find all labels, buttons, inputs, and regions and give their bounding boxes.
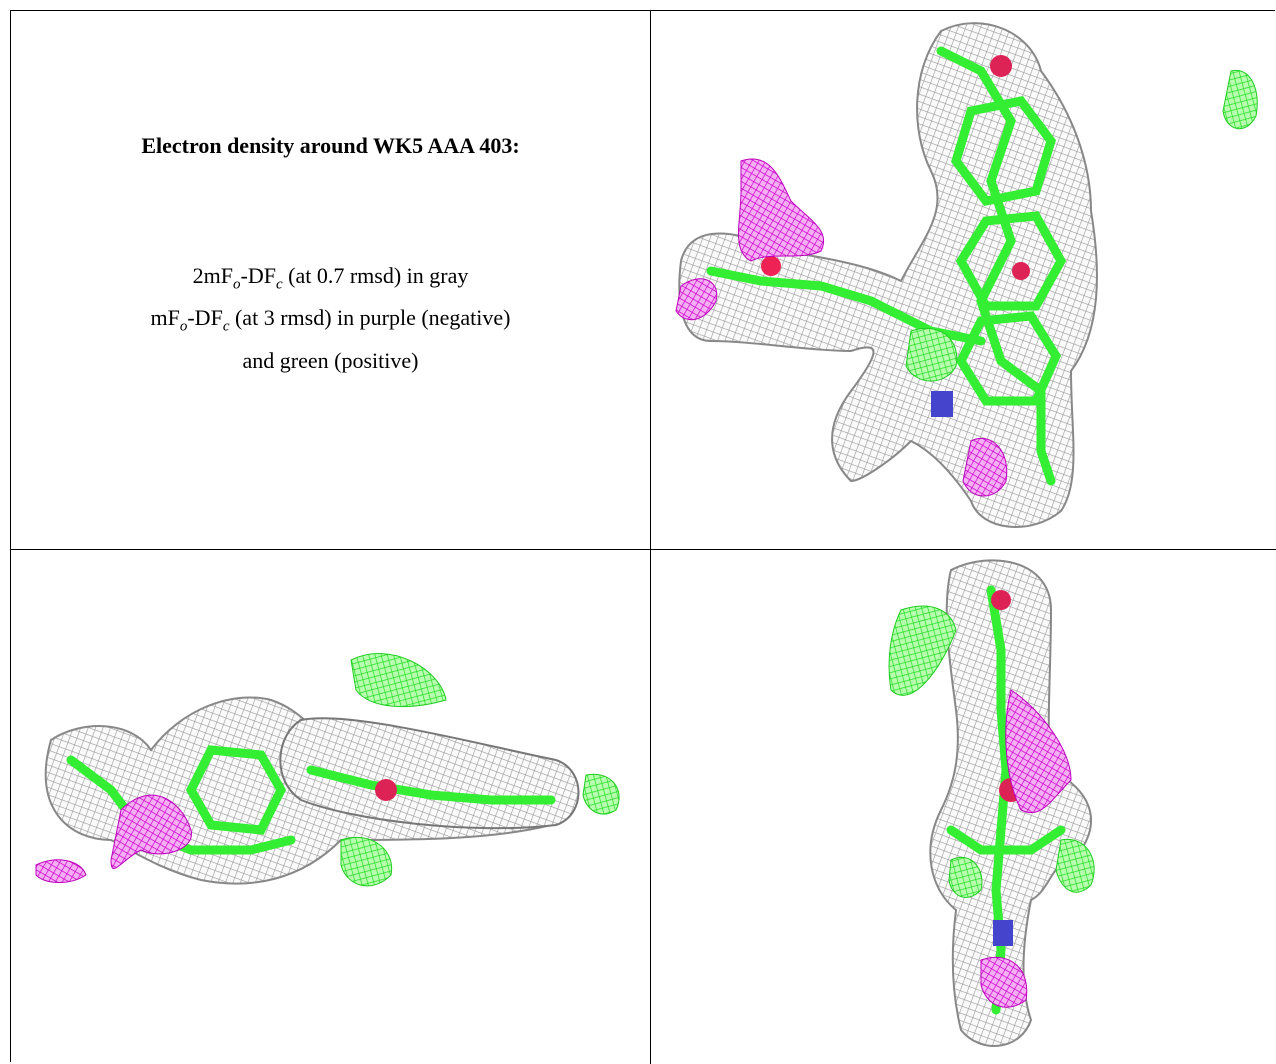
negative-density [980,956,1028,1008]
caption-text: mF [150,305,180,331]
oxygen [990,55,1012,77]
positive-density [888,605,957,696]
subscript: c [222,318,230,335]
oxygen [375,779,397,801]
caption-title: Electron density around WK5 AAA 403: [141,133,520,158]
ring [951,96,1056,206]
oxygen [761,256,781,276]
table-border [10,10,1275,1062]
positive-density [1222,69,1258,129]
caption-text: (at 0.7 rmsd) in gray [282,263,469,288]
negative-density [1005,689,1072,814]
oxygen [991,590,1011,610]
positive-density [350,653,447,707]
density-image-right [888,559,1095,1047]
caption-text: 2mF [192,263,233,288]
caption-text: and green (positive) [242,347,419,373]
caption-cell: Electron density around WK5 AAA 403: 2mF… [11,11,650,549]
positive-density [582,773,620,815]
density-image-top [675,22,1258,528]
subscript: c [275,276,283,293]
subscript: o [179,318,188,335]
caption-line: mFo-DFc (at 3 rmsd) in purple (negative) [11,301,650,343]
negative-density [35,859,87,883]
table-divider [10,549,1276,550]
positive-density [948,856,983,898]
caption-text: (at 3 rmsd) in purple (negative) [229,305,511,331]
nitrogen [993,920,1013,946]
gray-density [929,559,1092,1047]
ring [185,745,287,835]
ring [955,211,1067,311]
caption-text: -DF [187,305,223,331]
negative-density [110,794,192,870]
bond [306,765,556,805]
caption-line: and green (positive) [11,344,650,378]
caption-text: -DF [240,263,276,288]
caption-lines: 2mFo-DFc (at 0.7 rmsd) in gray mFo-DFc (a… [11,259,650,378]
ring [955,311,1062,406]
oxygen [1012,262,1030,280]
negative-density [675,278,718,321]
negative-density [738,158,825,262]
positive-density [1055,838,1095,893]
density-image-left [35,653,620,887]
positive-density [340,836,393,887]
bond [936,46,1056,486]
positive-density [905,327,958,382]
table-divider [650,10,651,1064]
bond [946,825,1066,855]
subscript: o [233,276,241,293]
caption-line: 2mFo-DFc (at 0.7 rmsd) in gray [11,259,650,301]
negative-density [962,437,1008,497]
nitrogen [931,391,953,417]
